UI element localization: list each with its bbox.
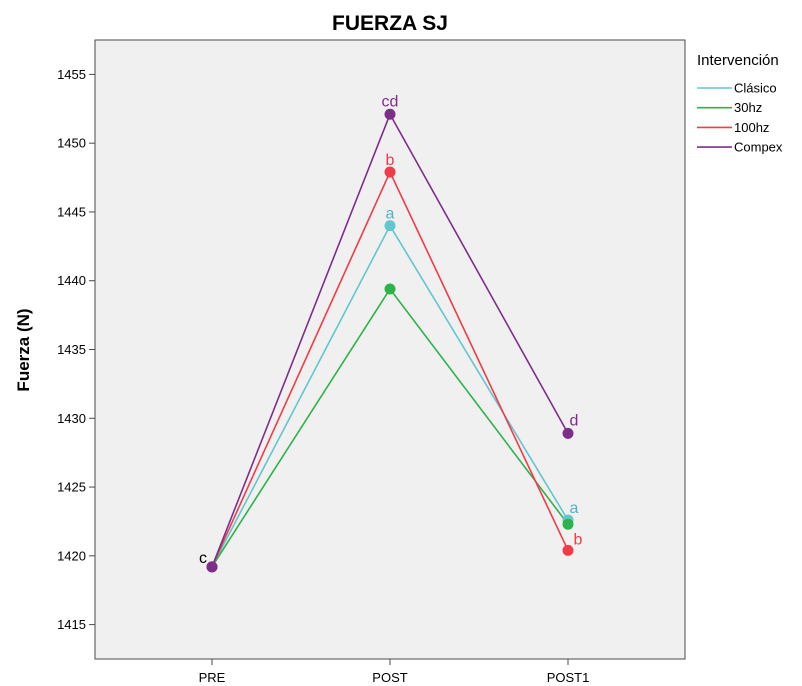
- y-tick-label: 1420: [57, 548, 86, 563]
- legend-title: Intervención: [697, 52, 779, 69]
- annotation-label: b: [574, 531, 583, 548]
- y-tick-label: 1450: [57, 136, 86, 151]
- data-point-compex: [562, 427, 574, 439]
- y-tick-label: 1435: [57, 342, 86, 357]
- data-point-compex: [206, 561, 218, 573]
- data-point-100hz: [384, 166, 396, 178]
- data-point-clásico: [384, 220, 396, 232]
- legend: Intervención Clásico 30hz 100hz Compex: [697, 52, 783, 155]
- x-tick-label: POST: [372, 670, 407, 685]
- y-tick-label: 1425: [57, 480, 86, 495]
- y-axis: 1415 1420 1425 1430 1435 1440 1445 1450 1455: [57, 67, 95, 632]
- y-tick-label: 1440: [57, 273, 86, 288]
- x-axis: PRE POST POST1: [199, 659, 590, 685]
- x-tick-label: PRE: [199, 670, 226, 685]
- annotation-label: a: [570, 500, 579, 517]
- legend-label: Clásico: [734, 81, 777, 96]
- series-points: [206, 108, 574, 573]
- y-tick-label: 1445: [57, 204, 86, 219]
- annotation-label: b: [386, 152, 395, 169]
- annotation-label: d: [570, 412, 579, 429]
- legend-label: Compex: [734, 140, 783, 155]
- data-point-30hz: [562, 518, 574, 530]
- legend-label: 30hz: [734, 100, 762, 115]
- chart-title: FUERZA SJ: [332, 12, 448, 35]
- data-point-100hz: [562, 544, 574, 556]
- y-axis-label: Fuerza (N): [14, 308, 33, 391]
- annotation-label: a: [386, 206, 395, 223]
- y-tick-label: 1415: [57, 617, 86, 632]
- annotation-label: cd: [382, 93, 399, 110]
- data-point-compex: [384, 108, 396, 120]
- plot-area: [94, 39, 686, 660]
- legend-label: 100hz: [734, 120, 769, 135]
- y-tick-label: 1430: [57, 411, 86, 426]
- data-point-30hz: [384, 283, 396, 295]
- y-tick-label: 1455: [57, 67, 86, 82]
- annotation-label: c: [199, 550, 207, 567]
- x-tick-label: POST1: [547, 670, 590, 685]
